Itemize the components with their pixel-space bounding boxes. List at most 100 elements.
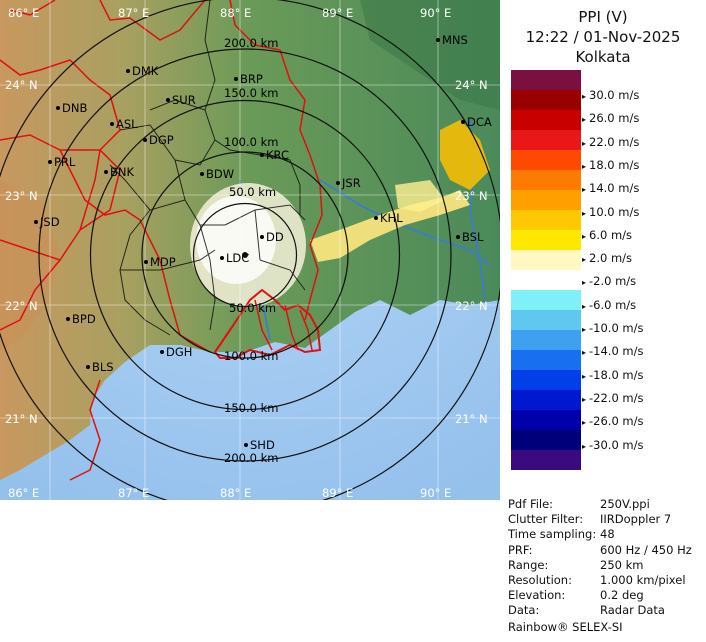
city-bsl: BSL bbox=[456, 230, 484, 244]
legend-swatch-6 bbox=[511, 190, 581, 211]
legend-swatch-13 bbox=[511, 330, 581, 351]
info-value: 48 bbox=[600, 527, 615, 542]
city-dot bbox=[126, 69, 130, 73]
info-key: PRF: bbox=[508, 542, 533, 557]
legend-label-3: 18.0 m/s bbox=[582, 158, 639, 172]
lon-label-bottom-0: 86° E bbox=[8, 486, 39, 500]
city-label: KRC bbox=[266, 148, 289, 162]
city-dot bbox=[104, 170, 108, 174]
info-key: Range: bbox=[508, 557, 549, 572]
river-padma bbox=[319, 179, 491, 266]
city-dot bbox=[244, 443, 248, 447]
highland-area bbox=[0, 180, 60, 350]
city-jsr: JSR bbox=[336, 176, 361, 190]
city-label: DNB bbox=[62, 101, 87, 115]
city-dnb: DNB bbox=[56, 101, 87, 115]
city-dot bbox=[56, 106, 60, 110]
radar-echo-band-east bbox=[310, 190, 470, 262]
lon-label-top-0: 86° E bbox=[8, 6, 39, 20]
city-label: ASL bbox=[116, 117, 138, 131]
city-label: BRP bbox=[240, 72, 263, 86]
legend-label-8: -2.0 m/s bbox=[582, 274, 636, 288]
info-row: Data: Radar Data bbox=[508, 603, 706, 618]
range-ring-200km bbox=[38, 48, 452, 462]
city-dot bbox=[144, 260, 148, 264]
district-borders bbox=[109, 0, 306, 336]
legend-label-12: -18.0 m/s bbox=[582, 368, 643, 382]
legend-swatch-10 bbox=[511, 270, 581, 291]
info-key: Pdf File: bbox=[508, 497, 554, 511]
legend-label-6: 6.0 m/s bbox=[582, 228, 632, 242]
legend-label-13: -22.0 m/s bbox=[582, 391, 643, 405]
city-jsd: JSD bbox=[34, 215, 60, 229]
ring-label-0: 200.0 km bbox=[224, 36, 278, 50]
lat-label-left-3: 21° N bbox=[5, 412, 38, 426]
ring-label-4: 50.0 km bbox=[229, 301, 276, 315]
city-dot bbox=[86, 365, 90, 369]
city-dot bbox=[220, 256, 224, 260]
lon-label-bottom-1: 87° E bbox=[118, 486, 149, 500]
info-key: Elevation: bbox=[508, 588, 566, 603]
city-mdp: MDP bbox=[144, 255, 176, 269]
city-dot bbox=[260, 153, 264, 157]
info-key: Data: bbox=[508, 603, 540, 618]
info-value: 250V.ppi bbox=[600, 497, 650, 511]
lat-label-left-2: 22° N bbox=[5, 299, 38, 313]
legend-swatch-0 bbox=[511, 70, 581, 91]
radar-map[interactable]: 200.0 km 150.0 km 100.0 km 50.0 km 50.0 km 10… bbox=[0, 0, 504, 514]
city-dot bbox=[66, 317, 70, 321]
info-key: Resolution: bbox=[508, 572, 572, 587]
radar-echo-band-ne bbox=[440, 120, 490, 190]
info-row: Range: 250 km bbox=[508, 558, 706, 573]
city-label: DGP bbox=[149, 133, 174, 147]
city-krc: KRC bbox=[260, 148, 289, 162]
datetime: 12:22 / 01-Nov-2025 bbox=[525, 28, 681, 46]
city-dot bbox=[374, 216, 378, 220]
info-key: Time sampling: bbox=[508, 527, 597, 542]
legend-swatch-2 bbox=[511, 110, 581, 131]
city-dot bbox=[200, 172, 204, 176]
legend-label-2: 22.0 m/s bbox=[582, 135, 639, 149]
city-dca: DCA bbox=[461, 115, 492, 129]
city-dot bbox=[160, 350, 164, 354]
city-label: SHD bbox=[250, 438, 275, 452]
city-ldc: LDC bbox=[220, 251, 249, 265]
legend-swatch-14 bbox=[511, 350, 581, 371]
radar-map-svg: 200.0 km 150.0 km 100.0 km 50.0 km 50.0 km 10… bbox=[0, 0, 504, 514]
legend-swatch-17 bbox=[511, 410, 581, 431]
city-asl: ASL bbox=[110, 117, 138, 131]
city-brp: BRP bbox=[234, 72, 263, 86]
info-row: Pdf File: 250V.ppi bbox=[508, 497, 706, 512]
city-label: DCA bbox=[467, 115, 492, 129]
ring-label-7: 200.0 km bbox=[224, 451, 278, 465]
legend-swatch-12 bbox=[511, 310, 581, 331]
info-value: 250 km bbox=[600, 557, 644, 572]
legend-swatch-1 bbox=[511, 90, 581, 111]
ring-label-3: 50.0 km bbox=[229, 185, 276, 199]
legend-swatch-7 bbox=[511, 210, 581, 231]
ring-label-6: 150.0 km bbox=[224, 401, 278, 415]
city-label: PRL bbox=[54, 155, 76, 169]
range-ring-150km bbox=[89, 99, 401, 411]
coastline-delta bbox=[213, 288, 322, 359]
software-credit: Rainbow® SELEX-SI bbox=[508, 619, 623, 634]
city-label: SUR bbox=[172, 93, 196, 107]
info-key: Clutter Filter: bbox=[508, 512, 584, 527]
lat-label-right-1: 23° N bbox=[455, 189, 488, 203]
city-dot bbox=[34, 220, 38, 224]
info-row: Elevation: 0.2 deg bbox=[508, 588, 706, 603]
city-label: JSR bbox=[341, 176, 361, 190]
range-ring-100km bbox=[141, 151, 349, 359]
city-label: BNK bbox=[110, 165, 134, 179]
legend-label-11: -14.0 m/s bbox=[582, 344, 643, 358]
legend-label-9: -6.0 m/s bbox=[582, 298, 636, 312]
city-label: DGH bbox=[166, 345, 192, 359]
legend-label-5: 10.0 m/s bbox=[582, 205, 639, 219]
legend-label-0: 30.0 m/s bbox=[582, 88, 639, 102]
info-row: PRF: 600 Hz / 450 Hz bbox=[508, 543, 706, 558]
info-value: 600 Hz / 450 Hz bbox=[600, 542, 692, 557]
lon-label-bottom-3: 89° E bbox=[322, 486, 353, 500]
city-label: BSL bbox=[462, 230, 484, 244]
radar-echo-patch bbox=[395, 180, 445, 212]
city-label: DMK bbox=[132, 64, 159, 78]
